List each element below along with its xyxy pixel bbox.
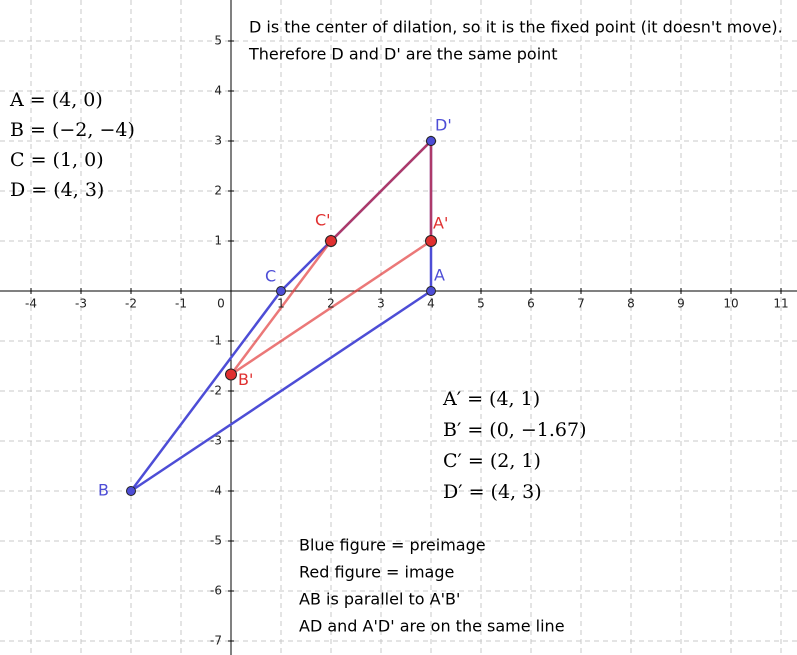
x-tick-label: 3	[377, 297, 385, 311]
preimage-edge	[130, 290, 282, 492]
algebra-right: A′ = (4, 1)	[442, 388, 540, 410]
image-edge	[330, 140, 432, 242]
note-bottom: Red figure = image	[299, 563, 454, 582]
y-tick-label: -5	[210, 534, 222, 548]
algebra-right: D′ = (4, 3)	[443, 481, 542, 503]
x-tick-label: 1	[277, 297, 285, 311]
algebra-left: A = (4, 0)	[9, 89, 103, 111]
preimage-point-label: D'	[435, 116, 452, 135]
image-point	[426, 136, 436, 146]
note-top: Therefore D and D' are the same point	[248, 45, 558, 64]
image-point-label: B'	[238, 370, 253, 389]
preimage-point	[276, 286, 286, 296]
image-point	[325, 235, 337, 247]
y-tick-label: -4	[210, 484, 222, 498]
y-tick-label: -7	[210, 634, 222, 648]
preimage-point	[126, 486, 136, 496]
preimage-point	[426, 286, 436, 296]
y-tick-label: -2	[210, 384, 222, 398]
y-tick-label: -6	[210, 584, 222, 598]
image-edge	[229, 240, 333, 376]
texts: -4 -3 -2 -1 0 1 2 3 4 5 6 7 8 9 10 11 -7 -6 -5 -4 -3 -2 -1 1 2 3 4…	[9, 18, 789, 648]
origin-label: 0	[217, 297, 225, 311]
x-tick-label: 9	[677, 297, 685, 311]
x-tick-label: 4	[427, 297, 435, 311]
algebra-right: C′ = (2, 1)	[443, 450, 541, 472]
y-tick-label: 2	[214, 184, 222, 198]
x-tick-label: 10	[723, 297, 738, 311]
y-tick-label: -3	[210, 434, 222, 448]
y-tick-label: 3	[214, 134, 222, 148]
y-tick-label: -1	[210, 334, 222, 348]
algebra-left: C = (1, 0)	[10, 149, 104, 171]
note-top: D is the center of dilation, so it is th…	[249, 18, 783, 37]
algebra-left: D = (4, 3)	[10, 179, 104, 201]
x-tick-label: -1	[175, 297, 187, 311]
preimage-point-label: B	[98, 481, 109, 500]
note-bottom: Blue figure = preimage	[299, 536, 486, 555]
x-tick-label: -4	[25, 297, 37, 311]
preimage-point-label: C	[265, 267, 276, 286]
x-tick-label: 5	[477, 297, 485, 311]
x-tick-label: 8	[627, 297, 635, 311]
image-point-label: A'	[433, 214, 448, 233]
algebra-left: B = (−2, −4)	[10, 119, 135, 141]
algebra-right: B′ = (0, −1.67)	[443, 419, 587, 441]
image-edge	[230, 239, 432, 376]
image-point	[425, 235, 437, 247]
x-tick-label: -2	[125, 297, 137, 311]
x-tick-label: 7	[577, 297, 585, 311]
note-bottom: AB is parallel to A'B'	[299, 590, 460, 609]
preimage-edge	[130, 289, 432, 493]
y-tick-label: 4	[214, 84, 222, 98]
x-tick-label: 6	[527, 297, 535, 311]
image-point	[225, 368, 237, 381]
figures	[126, 136, 437, 496]
preimage-point-label: A	[434, 266, 445, 285]
note-bottom: AD and A'D' are on the same line	[299, 617, 565, 636]
x-tick-label: 2	[327, 297, 335, 311]
y-tick-label: 5	[214, 34, 222, 48]
x-tick-label: 11	[773, 297, 788, 311]
image-point-label: C'	[315, 211, 331, 230]
x-tick-label: -3	[75, 297, 87, 311]
y-tick-label: 1	[214, 234, 222, 248]
